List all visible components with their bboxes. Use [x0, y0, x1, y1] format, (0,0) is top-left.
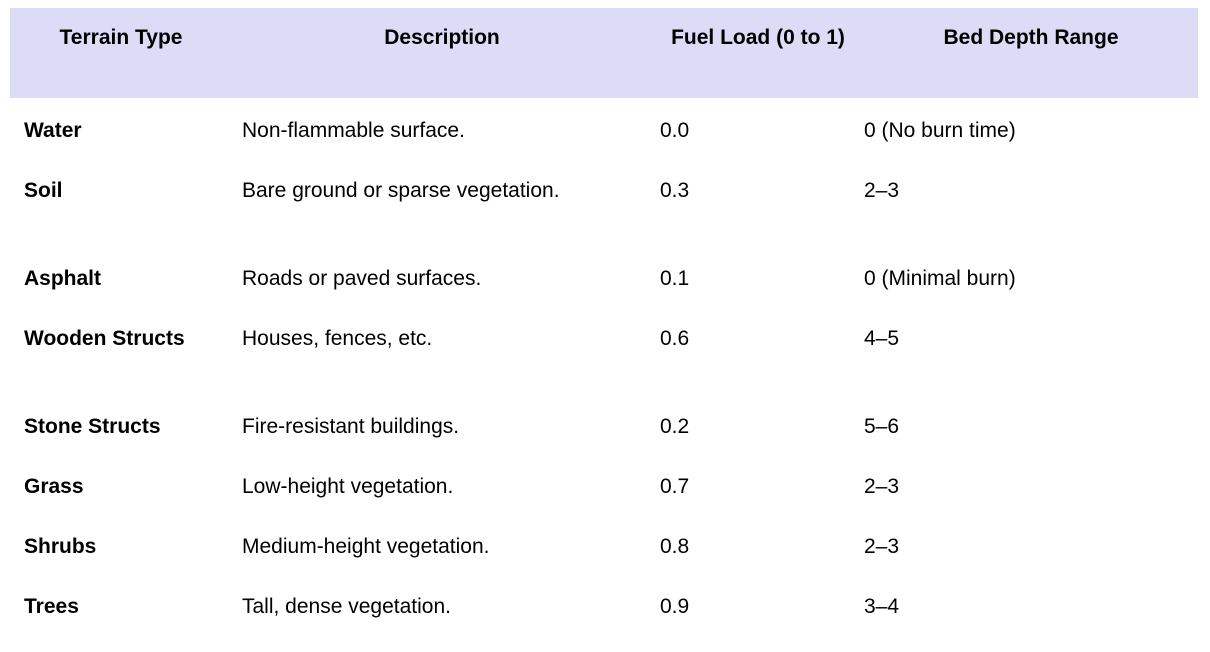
- column-header-description: Description: [384, 26, 500, 49]
- cell-description: Medium-height vegetation.: [242, 535, 490, 558]
- table-header-row: Terrain Type Description Fuel Load (0 to…: [10, 8, 1198, 98]
- column-header-terrain-type: Terrain Type: [59, 26, 183, 49]
- cell-fuel-load: 0.6: [660, 327, 690, 350]
- table-row-wooden-structs: Wooden Structs Houses, fences, etc. 0.6 …: [10, 309, 1198, 369]
- table-row-grass: Grass Low-height vegetation. 0.7 2–3: [10, 457, 1198, 517]
- table-row-water: Water Non-flammable surface. 0.0 0 (No b…: [10, 101, 1198, 161]
- cell-terrain-type: Grass: [24, 475, 84, 498]
- cell-terrain-type: Shrubs: [24, 535, 97, 558]
- table-row-trees: Trees Tall, dense vegetation. 0.9 3–4: [10, 577, 1198, 637]
- cell-bed-depth: 0 (No burn time): [864, 119, 1016, 142]
- cell-bed-depth: 2–3: [864, 179, 900, 202]
- cell-description: Bare ground or sparse vegetation.: [242, 179, 560, 202]
- cell-fuel-load: 0.3: [660, 179, 690, 202]
- cell-description: Roads or paved surfaces.: [242, 267, 482, 290]
- cell-fuel-load: 0.2: [660, 415, 690, 438]
- terrain-table: Terrain Type Description Fuel Load (0 to…: [10, 8, 1198, 637]
- cell-terrain-type: Water: [24, 119, 82, 142]
- row-group-gap: [10, 369, 1198, 397]
- cell-description: Non-flammable surface.: [242, 119, 465, 142]
- cell-terrain-type: Asphalt: [24, 267, 102, 290]
- cell-description: Tall, dense vegetation.: [242, 595, 451, 618]
- cell-bed-depth: 3–4: [864, 595, 900, 618]
- column-header-bed-depth: Bed Depth Range: [943, 26, 1119, 49]
- cell-terrain-type: Wooden Structs: [24, 327, 185, 350]
- cell-bed-depth: 2–3: [864, 475, 900, 498]
- cell-terrain-type: Stone Structs: [24, 415, 161, 438]
- table-row-asphalt: Asphalt Roads or paved surfaces. 0.1 0 (…: [10, 249, 1198, 309]
- table-row-soil: Soil Bare ground or sparse vegetation. 0…: [10, 161, 1198, 221]
- cell-description: Fire-resistant buildings.: [242, 415, 460, 438]
- cell-bed-depth: 5–6: [864, 415, 900, 438]
- row-group-gap: [10, 221, 1198, 249]
- table-row-shrubs: Shrubs Medium-height vegetation. 0.8 2–3: [10, 517, 1198, 577]
- cell-terrain-type: Soil: [24, 179, 63, 202]
- cell-bed-depth: 0 (Minimal burn): [864, 267, 1016, 290]
- cell-description: Houses, fences, etc.: [242, 327, 433, 350]
- table-row-stone-structs: Stone Structs Fire-resistant buildings. …: [10, 397, 1198, 457]
- cell-fuel-load: 0.1: [660, 267, 690, 290]
- cell-terrain-type: Trees: [24, 595, 79, 618]
- cell-fuel-load: 0.8: [660, 535, 690, 558]
- cell-description: Low-height vegetation.: [242, 475, 454, 498]
- cell-fuel-load: 0.7: [660, 475, 690, 498]
- column-header-fuel-load: Fuel Load (0 to 1): [671, 26, 845, 49]
- cell-fuel-load: 0.9: [660, 595, 690, 618]
- cell-fuel-load: 0.0: [660, 119, 690, 142]
- cell-bed-depth: 2–3: [864, 535, 900, 558]
- cell-bed-depth: 4–5: [864, 327, 900, 350]
